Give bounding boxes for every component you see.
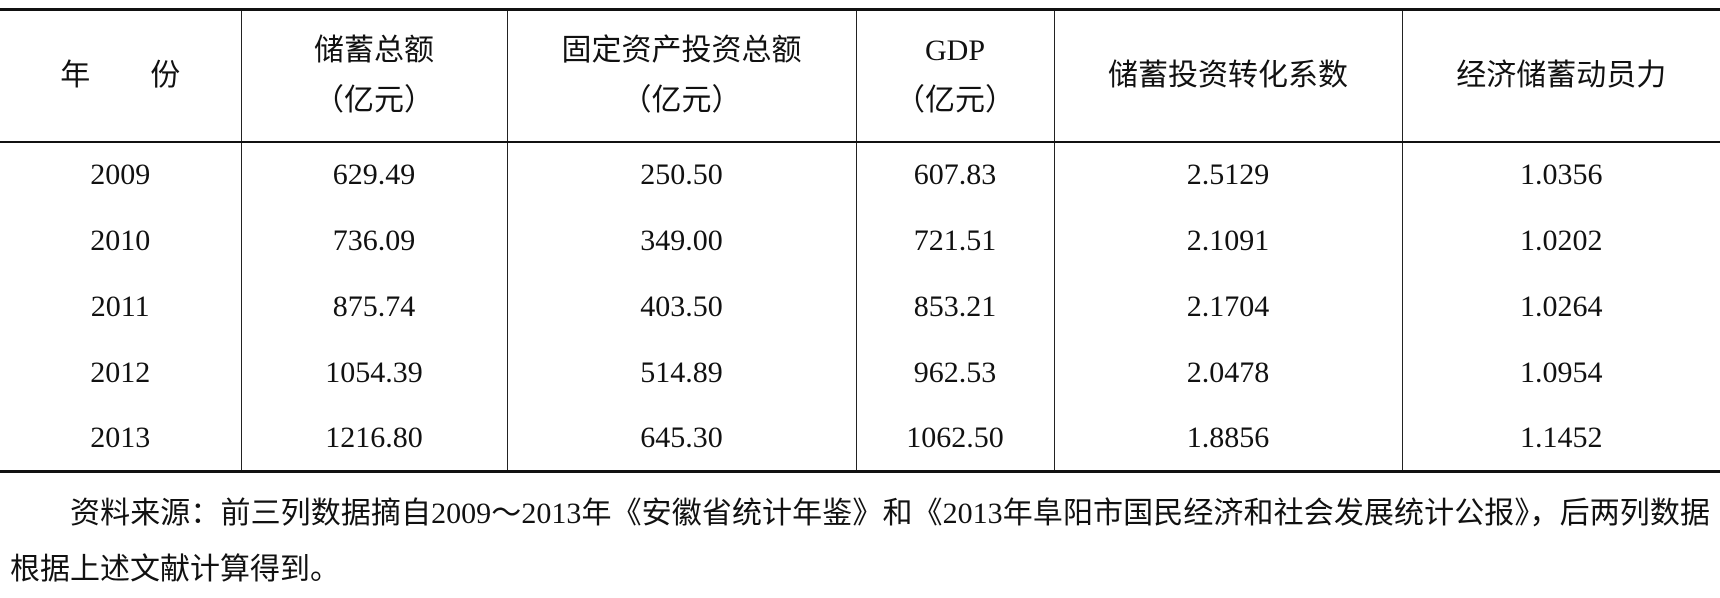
table-cell: 1.0954 <box>1402 340 1720 406</box>
header-cell: 储蓄投资转化系数 <box>1054 10 1402 142</box>
header-text: 年 份 <box>0 51 241 101</box>
table-cell: 250.50 <box>507 142 856 208</box>
header-row: 年 份储蓄总额（亿元）固定资产投资总额（亿元）GDP（亿元）储蓄投资转化系数经济… <box>0 10 1720 142</box>
table-cell: 2.1704 <box>1054 274 1402 340</box>
table-cell: 2.5129 <box>1054 142 1402 208</box>
data-table: 年 份储蓄总额（亿元）固定资产投资总额（亿元）GDP（亿元）储蓄投资转化系数经济… <box>0 8 1720 473</box>
table-cell: 2011 <box>0 274 241 340</box>
table-cell: 1.8856 <box>1054 406 1402 472</box>
table-cell: 2009 <box>0 142 241 208</box>
header-text: GDP <box>857 26 1054 76</box>
header-cell: 储蓄总额（亿元） <box>241 10 507 142</box>
table-cell: 607.83 <box>856 142 1054 208</box>
table-cell: 2012 <box>0 340 241 406</box>
table-cell: 645.30 <box>507 406 856 472</box>
table-cell: 875.74 <box>241 274 507 340</box>
header-cell: 年 份 <box>0 10 241 142</box>
header-cell: 固定资产投资总额（亿元） <box>507 10 856 142</box>
table-cell: 403.50 <box>507 274 856 340</box>
header-text: （亿元） <box>857 76 1054 126</box>
table-cell: 1.0202 <box>1402 208 1720 274</box>
table-cell: 962.53 <box>856 340 1054 406</box>
header-cell: 经济储蓄动员力 <box>1402 10 1720 142</box>
table-cell: 2.0478 <box>1054 340 1402 406</box>
table-cell: 853.21 <box>856 274 1054 340</box>
header-text: （亿元） <box>508 76 856 126</box>
table-cell: 1062.50 <box>856 406 1054 472</box>
header-text: 储蓄总额 <box>242 26 507 76</box>
header-text: （亿元） <box>242 76 507 126</box>
table-cell: 349.00 <box>507 208 856 274</box>
table-cell: 721.51 <box>856 208 1054 274</box>
table-cell: 736.09 <box>241 208 507 274</box>
table-cell: 629.49 <box>241 142 507 208</box>
table-cell: 2010 <box>0 208 241 274</box>
header-text: 储蓄投资转化系数 <box>1055 51 1402 101</box>
header-text: 固定资产投资总额 <box>508 26 856 76</box>
header-cell: GDP（亿元） <box>856 10 1054 142</box>
source-note: 资料来源：前三列数据摘自2009～2013年《安徽省统计年鉴》和《2013年阜阳… <box>10 486 1710 598</box>
table-cell: 2.1091 <box>1054 208 1402 274</box>
table-cell: 514.89 <box>507 340 856 406</box>
table-cell: 1216.80 <box>241 406 507 472</box>
table-cell: 1.0264 <box>1402 274 1720 340</box>
table-cell: 1054.39 <box>241 340 507 406</box>
header-text: 经济储蓄动员力 <box>1403 51 1720 101</box>
table-cell: 1.1452 <box>1402 406 1720 472</box>
table-cell: 2013 <box>0 406 241 472</box>
table-cell: 1.0356 <box>1402 142 1720 208</box>
